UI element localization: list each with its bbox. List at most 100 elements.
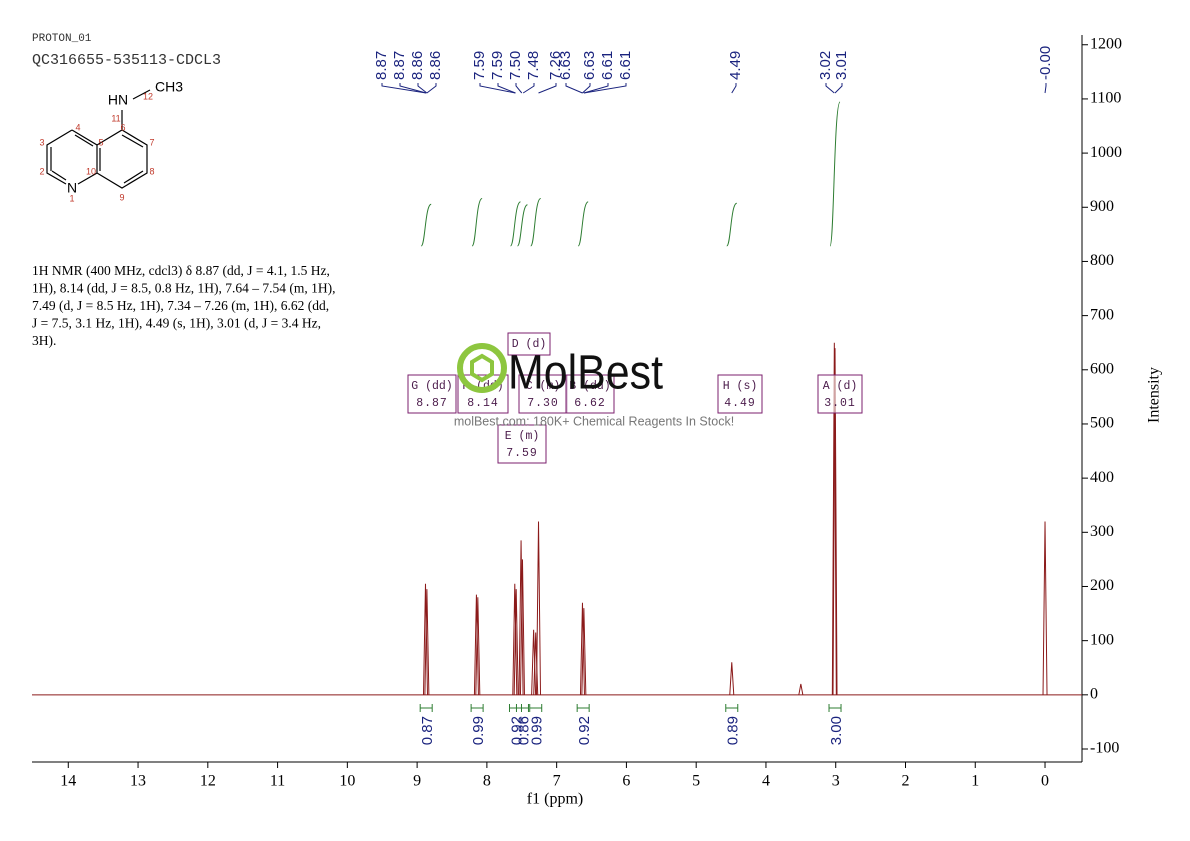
- x-tick-label: 12: [200, 773, 216, 790]
- peak-label: 7.59: [489, 51, 506, 80]
- peak-leader: [825, 83, 835, 94]
- multiplet-label: D (d): [512, 338, 547, 351]
- multiplet-box: [497, 424, 547, 464]
- peak-label: 3.01: [833, 51, 850, 80]
- y-axis-label: Intensity: [1146, 367, 1163, 423]
- peak: [422, 583, 428, 695]
- integral-curve: [516, 204, 528, 247]
- description-line: 1H NMR (400 MHz, cdcl3) δ 8.87 (dd, J = …: [32, 263, 330, 278]
- atom-number: 10: [86, 166, 96, 176]
- multiplet-box: [565, 374, 615, 414]
- atom-number: 6: [120, 122, 125, 132]
- integral-bracket: [576, 704, 590, 712]
- peak-leader: [515, 83, 523, 94]
- multiplet-box: [717, 374, 763, 414]
- nitrogen-label: N: [67, 180, 77, 196]
- y-tick-label: 600: [1090, 360, 1114, 377]
- x-axis-label: f1 (ppm): [527, 791, 583, 808]
- y-tick-label: 500: [1090, 415, 1114, 432]
- multiplet-label: C (m): [526, 380, 561, 393]
- peak-leader: [538, 83, 557, 94]
- integral-curve: [420, 203, 432, 247]
- atom-number: 12: [143, 91, 153, 101]
- x-tick-label: 2: [901, 773, 909, 790]
- peak-label: -0.00: [1037, 46, 1054, 80]
- multiplet-shift: 7.59: [506, 447, 538, 460]
- y-tick-label: 1000: [1090, 144, 1122, 161]
- logo-hex: [470, 353, 494, 383]
- x-tick-label: 11: [270, 773, 285, 790]
- multiplet-shift: 3.01: [824, 397, 856, 410]
- multiplet-box: [518, 374, 568, 414]
- integral-curve: [726, 202, 738, 247]
- integral-label: 3.00: [828, 716, 845, 745]
- peak-label: 7.26: [547, 51, 564, 80]
- integral-label: 0.92: [508, 716, 525, 745]
- x-tick-label: 14: [60, 773, 76, 790]
- integral-label: 0.99: [529, 716, 546, 745]
- x-tick-label: 3: [832, 773, 840, 790]
- peak-leader: [426, 83, 437, 94]
- multiplet-box: [817, 374, 863, 414]
- peak: [518, 540, 524, 695]
- atom-number: 11: [111, 113, 120, 123]
- peak-leader: [1044, 83, 1047, 94]
- bond-lines: [46, 89, 151, 189]
- peak-label: 8.87: [373, 51, 390, 80]
- y-tick-label: 300: [1090, 523, 1114, 540]
- integral-bracket: [529, 704, 543, 712]
- peak-label: 3.02: [817, 51, 834, 80]
- peak-label: 6.61: [617, 51, 634, 80]
- peak: [581, 608, 587, 695]
- multiplet-box: [407, 374, 457, 414]
- watermark-brand: MolBest: [508, 347, 663, 400]
- y-tick-label: 100: [1090, 631, 1114, 648]
- y-tick-label: 700: [1090, 306, 1114, 323]
- x-tick-label: 1: [971, 773, 979, 790]
- y-tick-label: 1200: [1090, 35, 1122, 52]
- atom-number: 4: [75, 122, 80, 132]
- peak: [513, 589, 519, 695]
- peak-leader: [522, 83, 535, 94]
- y-tick-label: 0: [1090, 685, 1098, 702]
- multiplet-shift: 6.62: [574, 397, 606, 410]
- peak: [531, 629, 537, 695]
- peak-label: 6.63: [581, 51, 598, 80]
- y-tick-label: 900: [1090, 198, 1114, 215]
- y-tick-label: 800: [1090, 252, 1114, 269]
- integral-bracket: [419, 704, 433, 712]
- peak-label: 7.50: [507, 51, 524, 80]
- atom-number: 8: [149, 166, 154, 176]
- peak-label: 7.48: [525, 51, 542, 80]
- integral-curve: [577, 201, 589, 247]
- peak: [1042, 521, 1048, 695]
- peak: [424, 589, 430, 695]
- peak-label: 6.63: [557, 51, 574, 80]
- peak: [831, 342, 837, 695]
- description: 1H NMR (400 MHz, cdcl3) δ 8.87 (dd, J = …: [32, 263, 335, 348]
- peak-label: 8.87: [391, 51, 408, 80]
- x-tick-label: 6: [622, 773, 630, 790]
- y-tick-label: 200: [1090, 577, 1114, 594]
- peak: [579, 602, 585, 695]
- peak-leader: [479, 83, 516, 94]
- multiplet-label: G (dd): [411, 380, 452, 393]
- integral-curve: [829, 101, 841, 247]
- multiplet-shift: 7.30: [527, 397, 559, 410]
- y-tick-label: -100: [1090, 740, 1119, 757]
- integral-label: 0.99: [470, 716, 487, 745]
- integral-curve: [530, 197, 542, 247]
- x-tick-label: 0: [1041, 773, 1049, 790]
- multiplet-label: B (dd): [569, 380, 610, 393]
- integral-bracket: [515, 704, 529, 712]
- x-tick-label: 13: [130, 773, 146, 790]
- integral-label: 0.86: [515, 716, 532, 745]
- atom-number: 7: [149, 137, 154, 147]
- peak-label: 6.61: [599, 51, 616, 80]
- peak-leader: [565, 83, 583, 94]
- methyl-label: CH3: [155, 79, 183, 95]
- multiplet-label: E (m): [505, 430, 540, 443]
- description-line: 1H), 8.14 (dd, J = 8.5, 0.8 Hz, 1H), 7.6…: [32, 281, 335, 296]
- peak: [519, 559, 525, 695]
- atom-number: 9: [119, 192, 124, 202]
